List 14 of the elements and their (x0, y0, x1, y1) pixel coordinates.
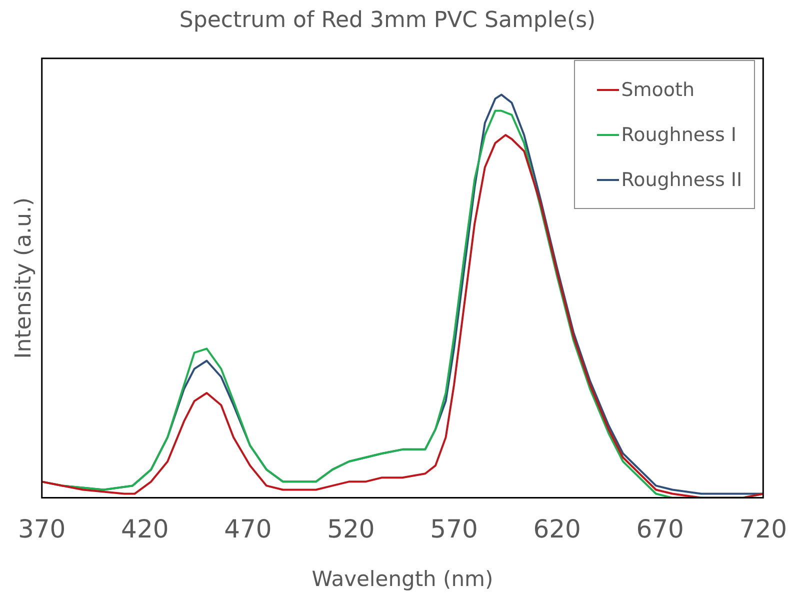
legend-label: Roughness II (621, 168, 742, 191)
x-tick-label: 570 (430, 514, 478, 544)
x-tick-label: 420 (121, 514, 169, 544)
legend-label: Smooth (621, 78, 695, 101)
legend-label: Roughness I (621, 124, 737, 146)
x-tick-label: 720 (739, 514, 787, 544)
x-axis-title: Wavelength (nm) (312, 566, 494, 591)
x-tick-label: 670 (636, 514, 684, 544)
x-tick-label: 470 (224, 514, 272, 544)
y-axis-title: Intensity (a.u.) (11, 197, 36, 359)
x-tick-label: 620 (533, 514, 581, 544)
x-tick-label: 520 (327, 514, 375, 544)
x-tick-label: 370 (18, 514, 66, 544)
chart-title: Spectrum of Red 3mm PVC Sample(s) (179, 8, 596, 33)
